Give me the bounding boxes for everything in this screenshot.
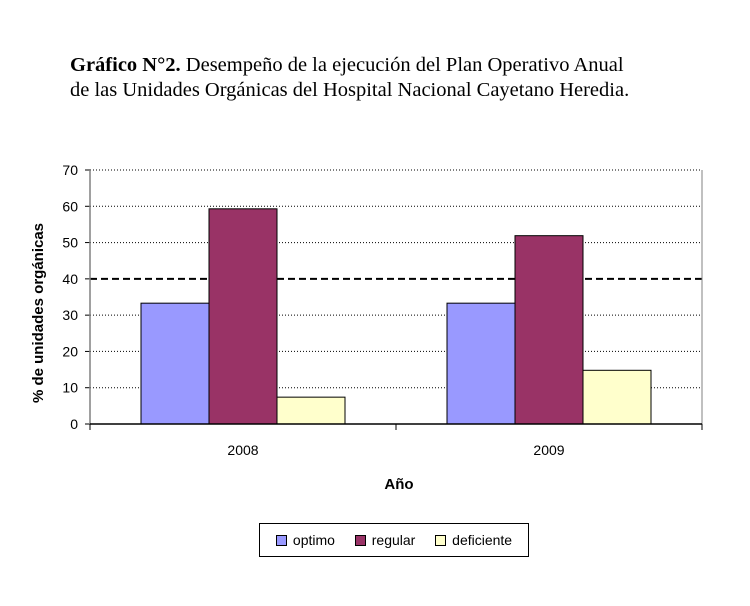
y-tick-label-30: 30 — [62, 307, 78, 323]
y-tick-label-20: 20 — [62, 343, 78, 359]
caption-line2: de las Unidades Orgánicas del Hospital N… — [70, 79, 630, 101]
legend-label-deficiente: deficiente — [452, 532, 513, 548]
legend: optimo regular deficiente — [259, 523, 529, 557]
caption-label: Gráfico N°2. — [70, 54, 181, 76]
y-tick-label-70: 70 — [62, 162, 78, 178]
y-tick-label-10: 10 — [62, 380, 78, 396]
x-tick-label-2009: 2009 — [533, 442, 564, 458]
legend-label-regular: regular — [371, 532, 416, 548]
bar-optimo-2009 — [446, 302, 516, 425]
x-tick-label-2008: 2008 — [227, 442, 258, 458]
legend-swatch-regular — [354, 534, 366, 546]
bar-deficiente-2009 — [582, 369, 652, 425]
y-tick-label-0: 0 — [70, 416, 78, 432]
legend-item-optimo: optimo — [275, 532, 335, 548]
caption-line1: Desempeño de la ejecución del Plan Opera… — [180, 54, 624, 76]
legend-label-optimo: optimo — [292, 532, 335, 548]
y-axis-label: % de unidades orgánicas — [30, 223, 47, 403]
y-tick-label-60: 60 — [62, 198, 78, 214]
chart-caption: Gráfico N°2. Desempeño de la ejecución d… — [70, 53, 710, 103]
x-axis-label: Año — [384, 476, 413, 493]
legend-item-deficiente: deficiente — [435, 532, 512, 548]
legend-swatch-optimo — [275, 534, 287, 546]
legend-item-regular: regular — [354, 532, 416, 548]
legend-swatch-deficiente — [435, 534, 447, 546]
bar-regular-2009 — [514, 235, 584, 425]
bar-optimo-2008 — [140, 302, 210, 425]
y-tick-label-50: 50 — [62, 235, 78, 251]
bar-regular-2008 — [208, 208, 278, 425]
bar-deficiente-2008 — [276, 396, 346, 425]
y-tick-label-40: 40 — [62, 271, 78, 287]
